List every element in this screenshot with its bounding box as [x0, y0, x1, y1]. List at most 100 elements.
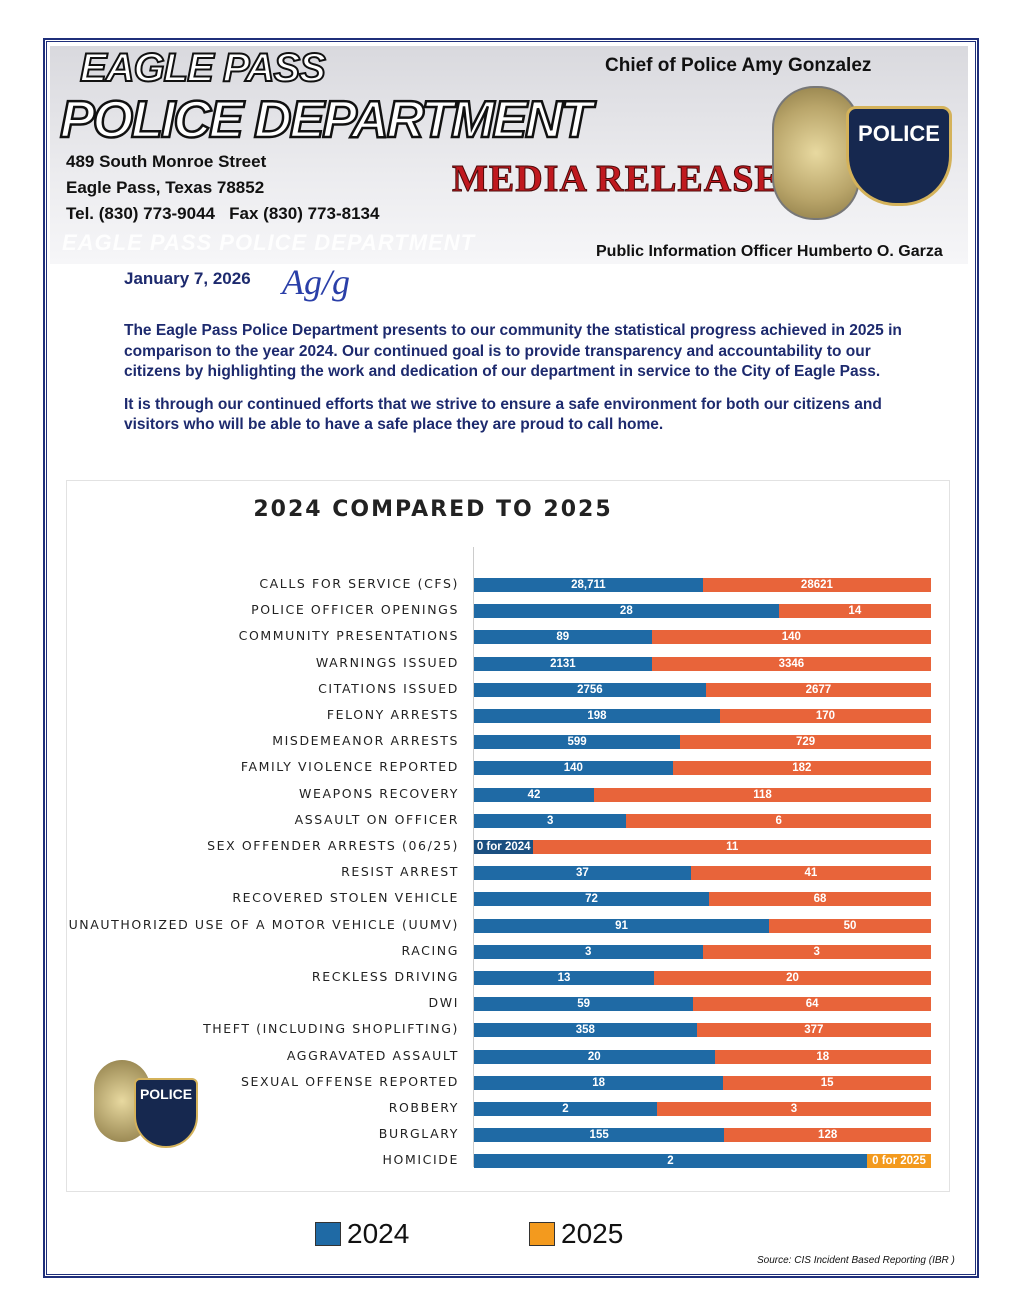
category-label: FAMILY VIOLENCE REPORTED — [240, 759, 459, 775]
chart-row: COMMUNITY PRESENTATIONS 89 140 — [67, 628, 949, 645]
bar-segment-2024: 599 — [474, 735, 681, 750]
chart-axis — [473, 547, 474, 1167]
bar-segment-2024: 13 — [474, 971, 655, 985]
legend-2025: 2025 — [529, 1218, 623, 1250]
bar-segment-2024: 18 — [474, 1075, 724, 1090]
source-note: Source: CIS Incident Based Reporting (IB… — [757, 1255, 955, 1266]
bar-segment-2025: 3346 — [651, 656, 931, 671]
chart-row: POLICE OFFICER OPENINGS 28 14 — [67, 602, 949, 619]
signature: Ag/g — [282, 262, 350, 302]
stacked-bar: 37 41 — [474, 866, 931, 881]
comparison-chart: 2024 COMPARED TO 2025 CALLS FOR SERVICE … — [66, 480, 950, 1192]
stacked-bar: 28,711 28621 — [474, 578, 931, 592]
category-label: DWI — [428, 995, 459, 1011]
chart-row: CITATIONS ISSUED 2756 2677 — [67, 680, 949, 697]
category-label: WARNINGS ISSUED — [315, 654, 459, 670]
stacked-bar: 198 170 — [474, 709, 931, 723]
legend-label-2024: 2024 — [347, 1218, 410, 1249]
small-patch-text: POLICE — [134, 1078, 198, 1148]
category-label: MISDEMEANOR ARRESTS — [272, 733, 459, 749]
legend-2024: 2024 — [315, 1218, 409, 1250]
bar-segment-2024: 2131 — [474, 656, 652, 671]
bar-segment-2024: 2 — [474, 1154, 868, 1169]
bar-segment-2025: 11 — [533, 840, 931, 854]
category-label: COMMUNITY PRESENTATIONS — [238, 628, 459, 644]
category-label: ROBBERY — [388, 1100, 459, 1115]
bar-segment-2024: 89 — [474, 630, 652, 645]
media-release-heading: MEDIA RELEASE — [452, 158, 781, 200]
patch-text: POLICE — [858, 121, 940, 146]
bar-segment-2025: 28621 — [702, 578, 931, 592]
category-label: BURGLARY — [378, 1126, 459, 1142]
stacked-bar: 2131 3346 — [474, 656, 931, 671]
bar-segment-2024: 91 — [474, 918, 769, 933]
bar-segment-2024: 28 — [474, 604, 779, 619]
bar-segment-2025: 170 — [719, 709, 931, 723]
chart-row: UNAUTHORIZED USE OF A MOTOR VEHICLE (UUM… — [67, 916, 949, 933]
chart-row: RACING 3 3 — [67, 943, 949, 959]
chart-row: SEX OFFENDER ARRESTS (06/25) 0 for 2024 11 — [67, 838, 949, 854]
chart-row: FELONY ARRESTS 198 170 — [67, 707, 949, 723]
bar-segment-2025: 14 — [778, 604, 931, 619]
release-date: January 7, 2026 — [124, 269, 251, 288]
chart-row: SEXUAL OFFENSE REPORTED 18 15 — [67, 1074, 949, 1090]
chief-of-police: Chief of Police Amy Gonzalez — [605, 55, 872, 76]
category-label: WEAPONS RECOVERY — [299, 785, 459, 801]
stacked-bar: 28 14 — [474, 604, 931, 619]
stacked-bar: 91 50 — [474, 918, 931, 933]
category-label: CALLS FOR SERVICE (CFS) — [259, 576, 459, 591]
bar-segment-2025: 377 — [696, 1023, 931, 1038]
stacked-bar: 20 18 — [474, 1049, 931, 1064]
page-border — [44, 39, 978, 1277]
stacked-bar: 89 140 — [474, 630, 931, 645]
bar-segment-2025: 64 — [693, 997, 931, 1012]
category-label: AGGRAVATED ASSAULT — [286, 1047, 459, 1063]
category-label: CITATIONS ISSUED — [318, 680, 459, 696]
address-city: Eagle Pass, Texas 78852 — [66, 178, 265, 197]
bar-segment-2025: 6 — [626, 813, 931, 828]
category-label: HOMICIDE — [382, 1152, 459, 1168]
chart-row: RESIST ARREST 37 41 — [67, 864, 949, 881]
bar-segment-2024: 358 — [474, 1023, 697, 1038]
category-label: SEX OFFENDER ARRESTS (06/25) — [207, 838, 459, 853]
category-label: THEFT (INCLUDING SHOPLIFTING) — [203, 1021, 459, 1037]
stacked-bar: 155 128 — [474, 1128, 931, 1143]
chart-title: 2024 COMPARED TO 2025 — [253, 497, 613, 522]
chart-row: ROBBERY 2 3 — [67, 1100, 949, 1116]
bar-segment-2025: 41 — [690, 866, 931, 881]
closing-paragraph: It is through our continued efforts that… — [124, 395, 882, 434]
bar-segment-2024: 42 — [474, 787, 594, 802]
bar-segment-2025: 729 — [680, 735, 931, 750]
body-text: The Eagle Pass Police Department present… — [124, 321, 914, 448]
chart-row: RECOVERED STOLEN VEHICLE 72 68 — [67, 890, 949, 907]
chart-row: RECKLESS DRIVING 13 20 — [67, 969, 949, 985]
bar-segment-2025: 140 — [651, 630, 931, 645]
watermark: EAGLE PASS POLICE DEPARTMENT — [62, 230, 476, 255]
category-label: RECOVERED STOLEN VEHICLE — [232, 890, 459, 906]
bar-segment-2024: 2756 — [474, 682, 706, 697]
bar-segment-2025: 2677 — [705, 682, 931, 697]
legend-label-2025: 2025 — [561, 1218, 624, 1249]
bar-segment-2024: 28,711 — [474, 578, 703, 592]
bar-segment-2024: 59 — [474, 997, 694, 1012]
bar-segment-2025: 0 for 2025 — [867, 1154, 931, 1169]
department-title-line2: POLICE DEPARTMENT — [59, 91, 594, 149]
stacked-bar: 0 for 2024 11 — [474, 840, 931, 854]
chart-row: ASSAULT ON OFFICER 3 6 — [67, 812, 949, 828]
stacked-bar: 599 729 — [474, 735, 931, 750]
bar-segment-2024: 2 — [474, 1102, 657, 1116]
stacked-bar: 358 377 — [474, 1023, 931, 1038]
stacked-bar: 13 20 — [474, 971, 931, 985]
bar-segment-2024: 72 — [474, 892, 710, 907]
department-title-line1: EAGLE PASS — [79, 46, 327, 90]
category-label: RECKLESS DRIVING — [311, 969, 459, 984]
stacked-bar: 72 68 — [474, 892, 931, 907]
category-label: UNAUTHORIZED USE OF A MOTOR VEHICLE (UUM… — [68, 916, 459, 932]
stacked-bar: 2756 2677 — [474, 682, 931, 697]
bar-segment-2025: 68 — [709, 892, 931, 907]
